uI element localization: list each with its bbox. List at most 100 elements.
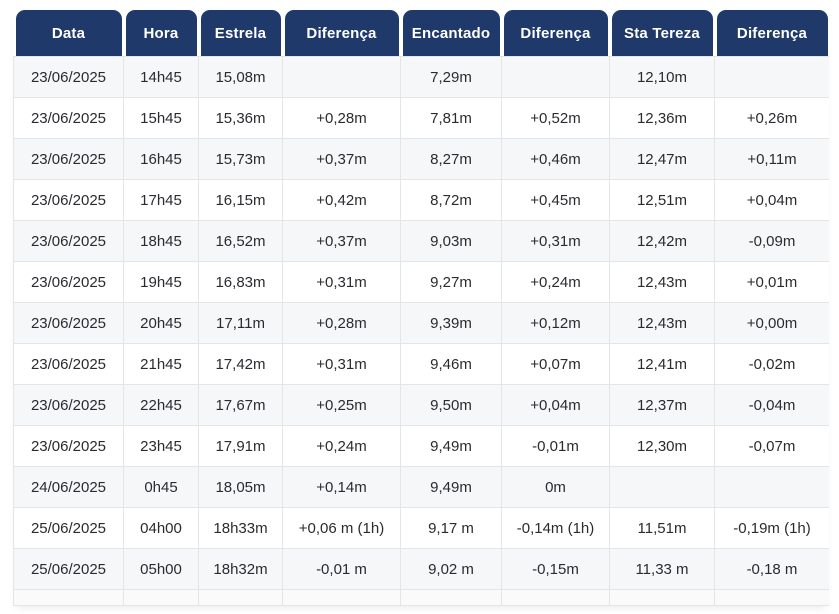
table-cell: 23/06/2025 [13,384,124,426]
table-cell: 23/06/2025 [13,302,124,344]
table-cell: 23/06/2025 [13,56,124,98]
column-header-diferenca-7: Diferença [714,10,829,57]
table-cell: +0,12m [501,302,610,344]
table-cell: 17h45 [123,179,199,221]
table-cell: +0,04m [501,384,610,426]
table-cell [501,589,610,605]
table-cell: 20h45 [123,302,199,344]
table-cell: 24/06/2025 [13,466,124,508]
table-cell: -0,09m [714,220,829,262]
table-cell: 18h33m [198,507,283,549]
table-cell: 12,36m [609,97,715,139]
table-cell: -0,01 m [282,548,401,590]
table-cell: 9,17 m [400,507,502,549]
table-cell: -0,01m [501,425,610,467]
river-levels-table: Data Hora Estrela Diferença Encantado Diferen… [13,10,829,605]
table-cell: +0,24m [501,261,610,303]
table-cell: 23/06/2025 [13,261,124,303]
table-row: 23/06/2025 21h45 17,42m +0,31m 9,46m +0,07m 12… [13,343,829,385]
table-cell: 9,27m [400,261,502,303]
table-row: 23/06/2025 20h45 17,11m +0,28m 9,39m +0,12m 12… [13,302,829,344]
column-header-label: Estrela [200,10,281,56]
table-cell: 15,73m [198,138,283,180]
table-cell: 18h32m [198,548,283,590]
table-cell: 12,37m [609,384,715,426]
table-cell: +0,46m [501,138,610,180]
table-cell: 16,83m [198,261,283,303]
table-cell: +0,26m [714,97,829,139]
table-cell: 0m [501,466,610,508]
table-cell [400,589,502,605]
column-header-diferenca-5: Diferença [501,10,610,57]
table-cell: 18,05m [198,466,283,508]
table-cell [282,589,401,605]
table-cell: 12,30m [609,425,715,467]
table-cell: 25/06/2025 [13,507,124,549]
column-header-label: Encantado [402,10,500,56]
column-header-label: Data [15,10,122,56]
table-cell: 04h00 [123,507,199,549]
table-cell: -0,19m (1h) [714,507,829,549]
table-cell: 23/06/2025 [13,220,124,262]
table-cell: 12,43m [609,302,715,344]
table-body: 23/06/2025 14h45 15,08m 7,29m 12,10m 23/06/20… [13,56,829,605]
table-cell: 05h00 [123,548,199,590]
table-cell [282,56,401,98]
table-cell: 17,91m [198,425,283,467]
table-cell: 23/06/2025 [13,179,124,221]
table-cell: 7,29m [400,56,502,98]
table-cell: 12,42m [609,220,715,262]
column-header-data-0: Data [13,10,124,57]
table-cell: 12,41m [609,343,715,385]
table-cell: 23/06/2025 [13,97,124,139]
table-cell: 8,72m [400,179,502,221]
table-cell [609,466,715,508]
table-cell: 12,43m [609,261,715,303]
table-cell: 11,33 m [609,548,715,590]
table-cell [714,589,829,605]
table-cell: +0,28m [282,97,401,139]
column-header-label: Sta Tereza [611,10,713,56]
table-cell: +0,31m [501,220,610,262]
table-cell: 16h45 [123,138,199,180]
table-cell: 12,10m [609,56,715,98]
table-cell [123,589,199,605]
table-cell: +0,01m [714,261,829,303]
table-cell: 23h45 [123,425,199,467]
table-cell: 25/06/2025 [13,548,124,590]
table-cell: -0,15m [501,548,610,590]
table-cell: 17,42m [198,343,283,385]
table-cell: 12,51m [609,179,715,221]
column-header-label: Diferença [716,10,828,56]
table-cell: 9,50m [400,384,502,426]
table-header: Data Hora Estrela Diferença Encantado Diferen… [13,10,829,57]
table-cell: 21h45 [123,343,199,385]
table-cell: 12,47m [609,138,715,180]
table-cell: 8,27m [400,138,502,180]
table-cell [714,56,829,98]
table-cell [609,589,715,605]
table-cell: 0h45 [123,466,199,508]
table-row: 23/06/2025 23h45 17,91m +0,24m 9,49m -0,01m 12… [13,425,829,467]
table-cell: +0,52m [501,97,610,139]
table-cell: 9,03m [400,220,502,262]
table-row: 24/06/2025 0h45 18,05m +0,14m 9,49m 0m [13,466,829,508]
table-cell: 16,52m [198,220,283,262]
table-cell: +0,45m [501,179,610,221]
column-header-sta-tereza-6: Sta Tereza [609,10,715,57]
table-cell: 9,39m [400,302,502,344]
table-cell [198,589,283,605]
table-row: 23/06/2025 17h45 16,15m +0,42m 8,72m +0,45m 12… [13,179,829,221]
table-header-row: Data Hora Estrela Diferença Encantado Diferen… [13,10,829,57]
table-cell [13,589,124,605]
column-header-hora-1: Hora [123,10,199,57]
table-row: 23/06/2025 14h45 15,08m 7,29m 12,10m [13,56,829,98]
table-cell: +0,11m [714,138,829,180]
table-row: 23/06/2025 22h45 17,67m +0,25m 9,50m +0,04m 12… [13,384,829,426]
table-cell: 23/06/2025 [13,138,124,180]
table-cell: -0,14m (1h) [501,507,610,549]
table-row: 23/06/2025 18h45 16,52m +0,37m 9,03m +0,31m 12… [13,220,829,262]
table-row-partial [13,589,829,605]
column-header-encantado-4: Encantado [400,10,502,57]
